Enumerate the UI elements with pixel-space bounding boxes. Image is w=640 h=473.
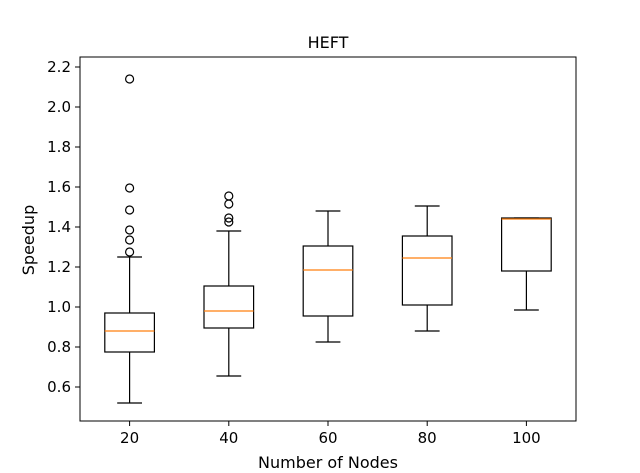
outlier-point [125,235,135,245]
y-axis: 0.6 0.8 1.0 1.2 1.4 1.6 1.8 2.0 2.2 [47,58,80,396]
outlier-point [125,205,135,215]
box-group-100 [501,217,552,311]
box-group-80 [401,205,453,332]
outlier-point [224,217,234,227]
y-tick-label: 2.0 [47,98,71,116]
y-tick-label: 1.0 [47,298,71,316]
box-group-60 [302,210,354,343]
box-iqr [501,217,552,272]
x-axis: 20 40 60 80 100 [120,421,541,447]
box-iqr [401,235,453,306]
y-tick-label: 0.8 [47,338,71,356]
chart-title: HEFT [308,33,349,52]
outlier-point [125,74,135,84]
box-iqr [302,245,354,317]
y-tick-label: 1.4 [47,218,71,236]
x-tick-label: 100 [512,429,541,447]
x-tick-label: 60 [318,429,337,447]
outlier-point [125,183,135,193]
y-axis-label: Speedup [19,205,38,275]
x-tick-label: 80 [418,429,437,447]
plot-area [104,74,552,404]
x-axis-label: Number of Nodes [258,453,398,472]
box-group-40 [203,191,255,377]
y-tick-label: 2.2 [47,58,71,76]
box-iqr [104,312,156,353]
y-tick-label: 1.8 [47,138,71,156]
outlier-point [224,213,234,223]
box-group-20 [104,74,156,404]
x-tick-label: 20 [120,429,139,447]
outlier-point [224,191,234,201]
y-tick-label: 1.2 [47,258,71,276]
box-iqr [203,285,255,329]
y-tick-label: 1.6 [47,178,71,196]
outlier-point [125,247,135,257]
outlier-point [125,225,135,235]
y-tick-label: 0.6 [47,378,71,396]
x-tick-label: 40 [219,429,238,447]
